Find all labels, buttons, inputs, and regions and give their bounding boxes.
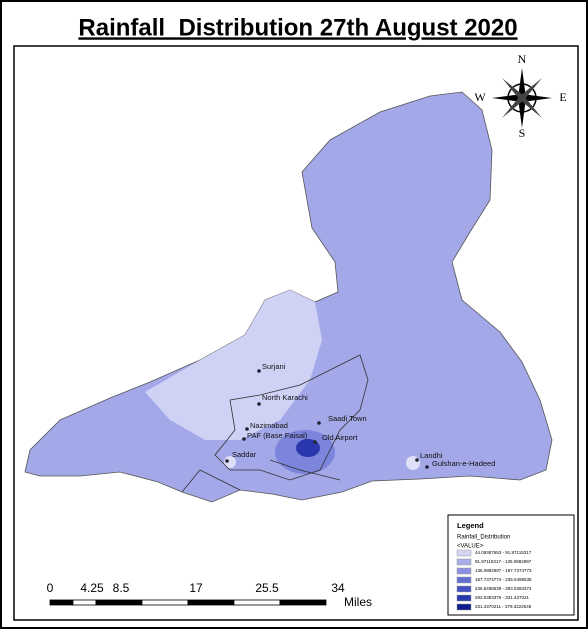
scale-segment bbox=[279, 599, 327, 606]
scale-segment bbox=[49, 599, 74, 606]
low-spot bbox=[224, 456, 236, 468]
boundary bbox=[181, 459, 341, 493]
place-label: Surjani bbox=[262, 362, 286, 371]
place-dot bbox=[415, 458, 419, 462]
scale-label: 8.5 bbox=[113, 581, 130, 595]
place-dot bbox=[317, 421, 321, 425]
boundary bbox=[214, 354, 369, 481]
legend-swatch bbox=[456, 558, 472, 566]
place-label: Landhi bbox=[420, 451, 443, 460]
legend-label: 187.7374774 - 235.6498538 bbox=[475, 577, 532, 582]
compass-e: E bbox=[559, 90, 566, 104]
place-label: North Karachi bbox=[262, 393, 308, 402]
compass-s: S bbox=[519, 126, 526, 140]
legend-swatch bbox=[456, 603, 472, 611]
scale-unit: Miles bbox=[344, 595, 372, 609]
compass-w: W bbox=[474, 90, 486, 104]
scale-label: 34 bbox=[331, 581, 345, 595]
legend-field: <VALUE> bbox=[457, 544, 484, 550]
legend-layer: Rainfall_Distribution bbox=[457, 535, 510, 541]
legend-label: 135.0882997 - 187.7374773 bbox=[475, 568, 532, 573]
legend-items: 44.09387653 - 91.97115317 91.97115317 - 1… bbox=[456, 549, 532, 611]
scale-segment bbox=[233, 599, 281, 606]
scale-label: 0 bbox=[47, 581, 54, 595]
legend-swatch bbox=[456, 594, 472, 602]
place-label: Old Airport bbox=[322, 433, 358, 442]
scale-segment bbox=[187, 599, 235, 606]
region bbox=[24, 91, 553, 503]
place-dot bbox=[225, 459, 229, 463]
scale-segment bbox=[72, 599, 97, 606]
legend-label: 235.6498539 - 283.5383374 bbox=[475, 586, 532, 591]
compass-n: N bbox=[518, 52, 527, 66]
scale-segment bbox=[141, 599, 189, 606]
legend-label: 91.97115317 - 135.0882997 bbox=[475, 559, 532, 564]
legend-label: 283.5383375 - 331.437021 bbox=[475, 595, 530, 600]
place-label: Saddar bbox=[232, 450, 257, 459]
scale-segment bbox=[95, 599, 143, 606]
legend-swatch bbox=[456, 576, 472, 584]
place-dot bbox=[425, 465, 429, 469]
map-frame bbox=[13, 45, 579, 621]
place-dot bbox=[245, 427, 249, 431]
place-label: Saadi Town bbox=[328, 414, 367, 423]
legend-swatch bbox=[456, 549, 472, 557]
legend-label: 44.09387653 - 91.97115317 bbox=[475, 550, 532, 555]
scale-label: 17 bbox=[189, 581, 203, 595]
legend-title: Legend bbox=[457, 521, 484, 530]
place-dot bbox=[313, 440, 317, 444]
legend-swatch bbox=[456, 585, 472, 593]
scale-label: 25.5 bbox=[255, 581, 279, 595]
compass: N E S W bbox=[474, 52, 566, 140]
place-label: Gulshan-e-Hadeed bbox=[432, 459, 495, 468]
title: Rainfall_Distribution 27th August 2020 bbox=[78, 14, 517, 41]
low-spot bbox=[406, 456, 420, 470]
place-label: Nazimabad bbox=[250, 421, 288, 430]
place-dot bbox=[242, 437, 246, 441]
low-rainfall-zone bbox=[145, 290, 322, 440]
scale-label: 4.25 bbox=[80, 581, 104, 595]
place-label: PAF (Base Faisal) bbox=[247, 431, 308, 440]
legend-label: 331.4370211 - 379.3222546 bbox=[475, 604, 532, 609]
place-dot bbox=[257, 369, 261, 373]
legend-swatch bbox=[456, 567, 472, 575]
peak-rainfall-zone bbox=[296, 439, 320, 457]
place-dot bbox=[257, 402, 261, 406]
